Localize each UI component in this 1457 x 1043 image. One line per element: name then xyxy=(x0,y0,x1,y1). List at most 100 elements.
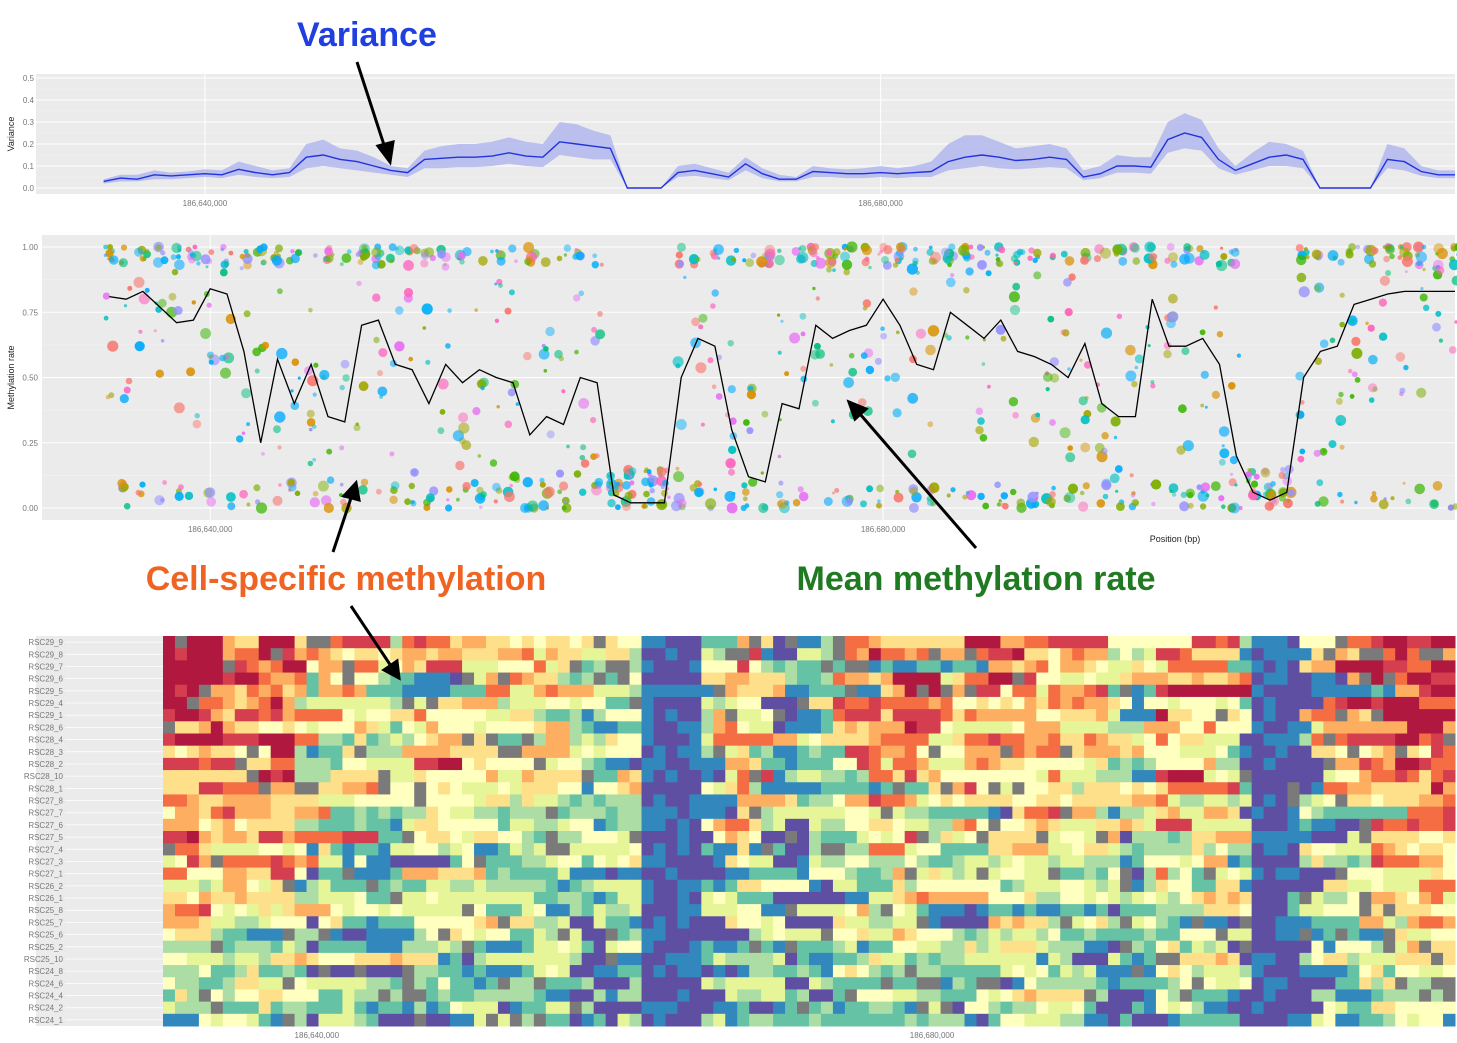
heatmap-cell xyxy=(282,770,296,783)
heatmap-cell xyxy=(761,940,774,954)
heatmap-cell xyxy=(785,636,798,649)
heatmap-cell xyxy=(1311,965,1324,978)
heatmap-cell xyxy=(1431,952,1444,966)
heatmap-cell xyxy=(1155,660,1169,674)
scatter-point xyxy=(1371,247,1379,255)
heatmap-cell xyxy=(246,891,260,905)
scatter-point xyxy=(1283,498,1293,509)
heatmap-cell xyxy=(426,831,439,844)
scatter-point xyxy=(246,502,251,507)
heatmap-cell xyxy=(246,928,260,942)
heatmap-cell xyxy=(1395,745,1408,759)
heatmap-cell xyxy=(390,745,403,759)
heatmap-cell xyxy=(761,843,774,856)
heatmap-cell xyxy=(497,770,511,783)
heatmap-cell xyxy=(438,721,451,734)
heatmap-cell xyxy=(1155,806,1169,820)
heatmap-cell xyxy=(545,940,559,954)
scatter-point xyxy=(711,289,719,297)
heatmap-cell xyxy=(809,745,822,759)
heatmap-cell xyxy=(832,1013,846,1027)
heatmap-cell xyxy=(581,745,595,759)
heatmap-cell xyxy=(198,757,212,771)
heatmap-cell xyxy=(809,648,822,661)
heatmap-cell xyxy=(474,782,487,795)
heatmap-cell xyxy=(342,928,355,942)
scatter-point xyxy=(1078,501,1089,512)
heatmap-cell xyxy=(1072,1013,1085,1027)
heatmap-cell xyxy=(1287,745,1300,759)
heatmap-cell xyxy=(964,794,977,808)
heatmap-cell xyxy=(163,965,176,978)
heatmap-row-label: RSC29_8 xyxy=(28,650,63,659)
heatmap-cell xyxy=(713,806,726,820)
scatter-point xyxy=(1197,490,1209,502)
scatter-point xyxy=(171,268,179,276)
scatter-point xyxy=(977,492,985,501)
heatmap-cell xyxy=(1347,696,1360,710)
heatmap-cell xyxy=(1167,672,1181,686)
scatter-point xyxy=(1351,347,1363,359)
heatmap-cell xyxy=(892,636,906,649)
heatmap-cell xyxy=(713,745,726,759)
heatmap-cell xyxy=(1407,891,1420,905)
heatmap-cell xyxy=(545,721,559,734)
heatmap-cell xyxy=(749,757,762,771)
heatmap-cell xyxy=(737,660,750,674)
heatmap-cell xyxy=(1036,770,1049,783)
scatter-point xyxy=(623,473,630,480)
heatmap-cell xyxy=(318,733,331,747)
heatmap-row-label: RSC29_5 xyxy=(28,687,63,696)
heatmap-cell xyxy=(486,648,499,661)
heatmap-cell xyxy=(605,952,619,966)
heatmap-cell xyxy=(1155,879,1169,893)
scatter-point xyxy=(815,257,827,269)
heatmap-cell xyxy=(761,855,774,869)
scatter-point xyxy=(1199,249,1210,260)
heatmap-cell xyxy=(210,928,224,942)
heatmap-cell xyxy=(1335,648,1348,661)
heatmap-cell xyxy=(844,721,858,734)
heatmap-cell xyxy=(533,684,547,698)
heatmap-cell xyxy=(1203,636,1217,649)
heatmap-cell xyxy=(402,660,415,674)
heatmap-cell xyxy=(1012,794,1025,808)
scatter-point xyxy=(205,265,209,269)
heatmap-cell xyxy=(1084,855,1097,869)
heatmap-cell xyxy=(1431,843,1444,856)
heatmap-cell xyxy=(1024,940,1037,954)
heatmap-cell xyxy=(533,952,547,966)
heatmap-cell xyxy=(1000,709,1013,722)
heatmap-cell xyxy=(1024,916,1037,929)
heatmap-cell xyxy=(294,794,308,808)
heatmap-cell xyxy=(402,965,415,978)
scatter-point xyxy=(777,350,782,355)
heatmap-cell xyxy=(1167,660,1181,674)
heatmap-cell xyxy=(1024,660,1037,674)
scatter-point xyxy=(756,256,767,268)
heatmap-row-label: RSC29_7 xyxy=(28,662,63,671)
heatmap-cell xyxy=(497,831,511,844)
heatmap-cell xyxy=(438,1013,451,1027)
heatmap-cell xyxy=(210,745,224,759)
heatmap-cell xyxy=(557,721,571,734)
heatmap-cell xyxy=(593,965,607,978)
heatmap-cell xyxy=(1431,818,1444,832)
heatmap-cell xyxy=(450,684,463,698)
heatmap-cell xyxy=(1359,818,1372,832)
scatter-point xyxy=(975,407,984,415)
heatmap-cell xyxy=(163,733,176,747)
scatter-point xyxy=(429,486,439,496)
heatmap-cell xyxy=(593,1001,607,1015)
heatmap-cell xyxy=(761,721,774,734)
heatmap-cell xyxy=(342,831,355,844)
scatter-point xyxy=(1176,445,1186,455)
heatmap-cell xyxy=(1419,770,1432,783)
heatmap-cell xyxy=(426,782,439,795)
heatmap-cell xyxy=(1203,733,1217,747)
heatmap-cell xyxy=(1155,648,1169,661)
heatmap-cell xyxy=(1371,648,1384,661)
heatmap-cell xyxy=(689,965,702,978)
heatmap-cell xyxy=(928,721,942,734)
heatmap-cell xyxy=(462,916,475,929)
